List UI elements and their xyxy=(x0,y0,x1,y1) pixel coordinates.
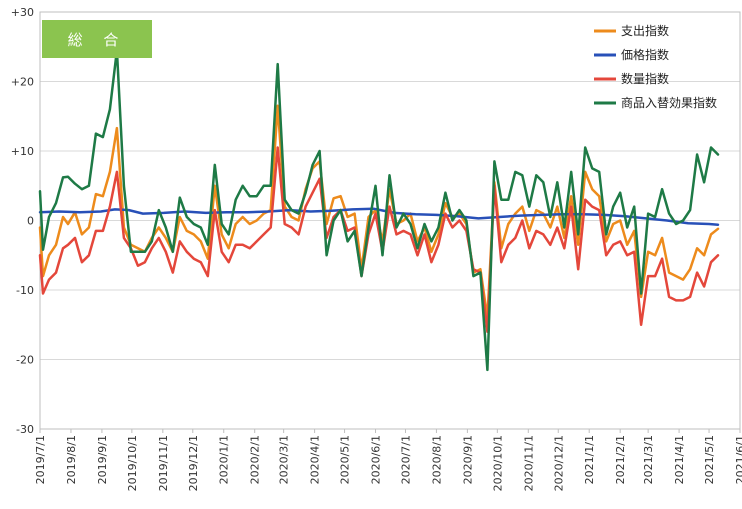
x-tick-label: 2020/4/1 xyxy=(309,435,322,484)
badge-box xyxy=(42,20,152,58)
x-tick-label: 2020/5/1 xyxy=(339,435,352,484)
x-tick-label: 2019/7/1 xyxy=(34,435,47,484)
y-tick-label: +10 xyxy=(11,145,34,158)
y-tick-label: +30 xyxy=(11,6,34,19)
x-tick-label: 2019/11/1 xyxy=(157,435,170,491)
legend-label: 数量指数 xyxy=(621,71,669,86)
y-axis-ticks: +30 +20 +10 0 -10 -20 -30 xyxy=(11,6,34,436)
series-line xyxy=(38,146,720,333)
y-tick-label: -10 xyxy=(16,284,34,297)
x-tick-label: 2020/3/1 xyxy=(278,435,291,484)
x-tick-label: 2021/3/1 xyxy=(642,435,655,484)
x-tick-label: 2020/10/1 xyxy=(491,435,504,491)
x-tick-label: 2021/4/1 xyxy=(673,435,686,484)
x-tick-label: 2019/9/1 xyxy=(96,435,109,484)
x-tick-label: 2020/8/1 xyxy=(430,435,443,484)
legend-label: 支出指数 xyxy=(621,23,669,38)
badge: 総 合 xyxy=(42,20,152,58)
x-tick-label: 2020/6/1 xyxy=(370,435,383,484)
x-tick-label: 2020/2/1 xyxy=(249,435,262,484)
plot-area xyxy=(39,11,741,430)
x-tick-label: 2019/8/1 xyxy=(65,435,78,484)
x-axis-ticks: 2019/7/1 2019/8/1 2019/9/1 2019/10/1 2019/11… xyxy=(34,429,742,491)
x-tick-label: 2020/9/1 xyxy=(461,435,474,484)
x-tick-label: 2019/10/1 xyxy=(126,435,139,491)
series-lines xyxy=(38,48,720,372)
y-tick-label: -20 xyxy=(16,354,34,367)
y-tick-label: -30 xyxy=(16,423,34,436)
x-tick-label: 2019/12/1 xyxy=(187,435,200,491)
x-tick-label: 2021/1/1 xyxy=(583,435,596,484)
badge-label: 総 合 xyxy=(68,31,127,49)
x-tick-label: 2020/1/1 xyxy=(218,435,231,484)
x-tick-label: 2020/12/1 xyxy=(552,435,565,491)
x-tick-label: 2021/5/1 xyxy=(703,435,716,484)
x-tick-label: 2020/11/1 xyxy=(522,435,535,491)
legend-label: 商品入替効果指数 xyxy=(621,95,717,110)
legend-label: 価格指数 xyxy=(621,47,669,62)
y-tick-label: +20 xyxy=(11,76,34,89)
y-tick-label: 0 xyxy=(27,215,34,228)
x-tick-label: 2021/6/1 xyxy=(734,435,742,484)
series-line xyxy=(38,48,720,372)
x-tick-label: 2021/2/1 xyxy=(614,435,627,484)
x-tick-label: 2020/7/1 xyxy=(399,435,412,484)
